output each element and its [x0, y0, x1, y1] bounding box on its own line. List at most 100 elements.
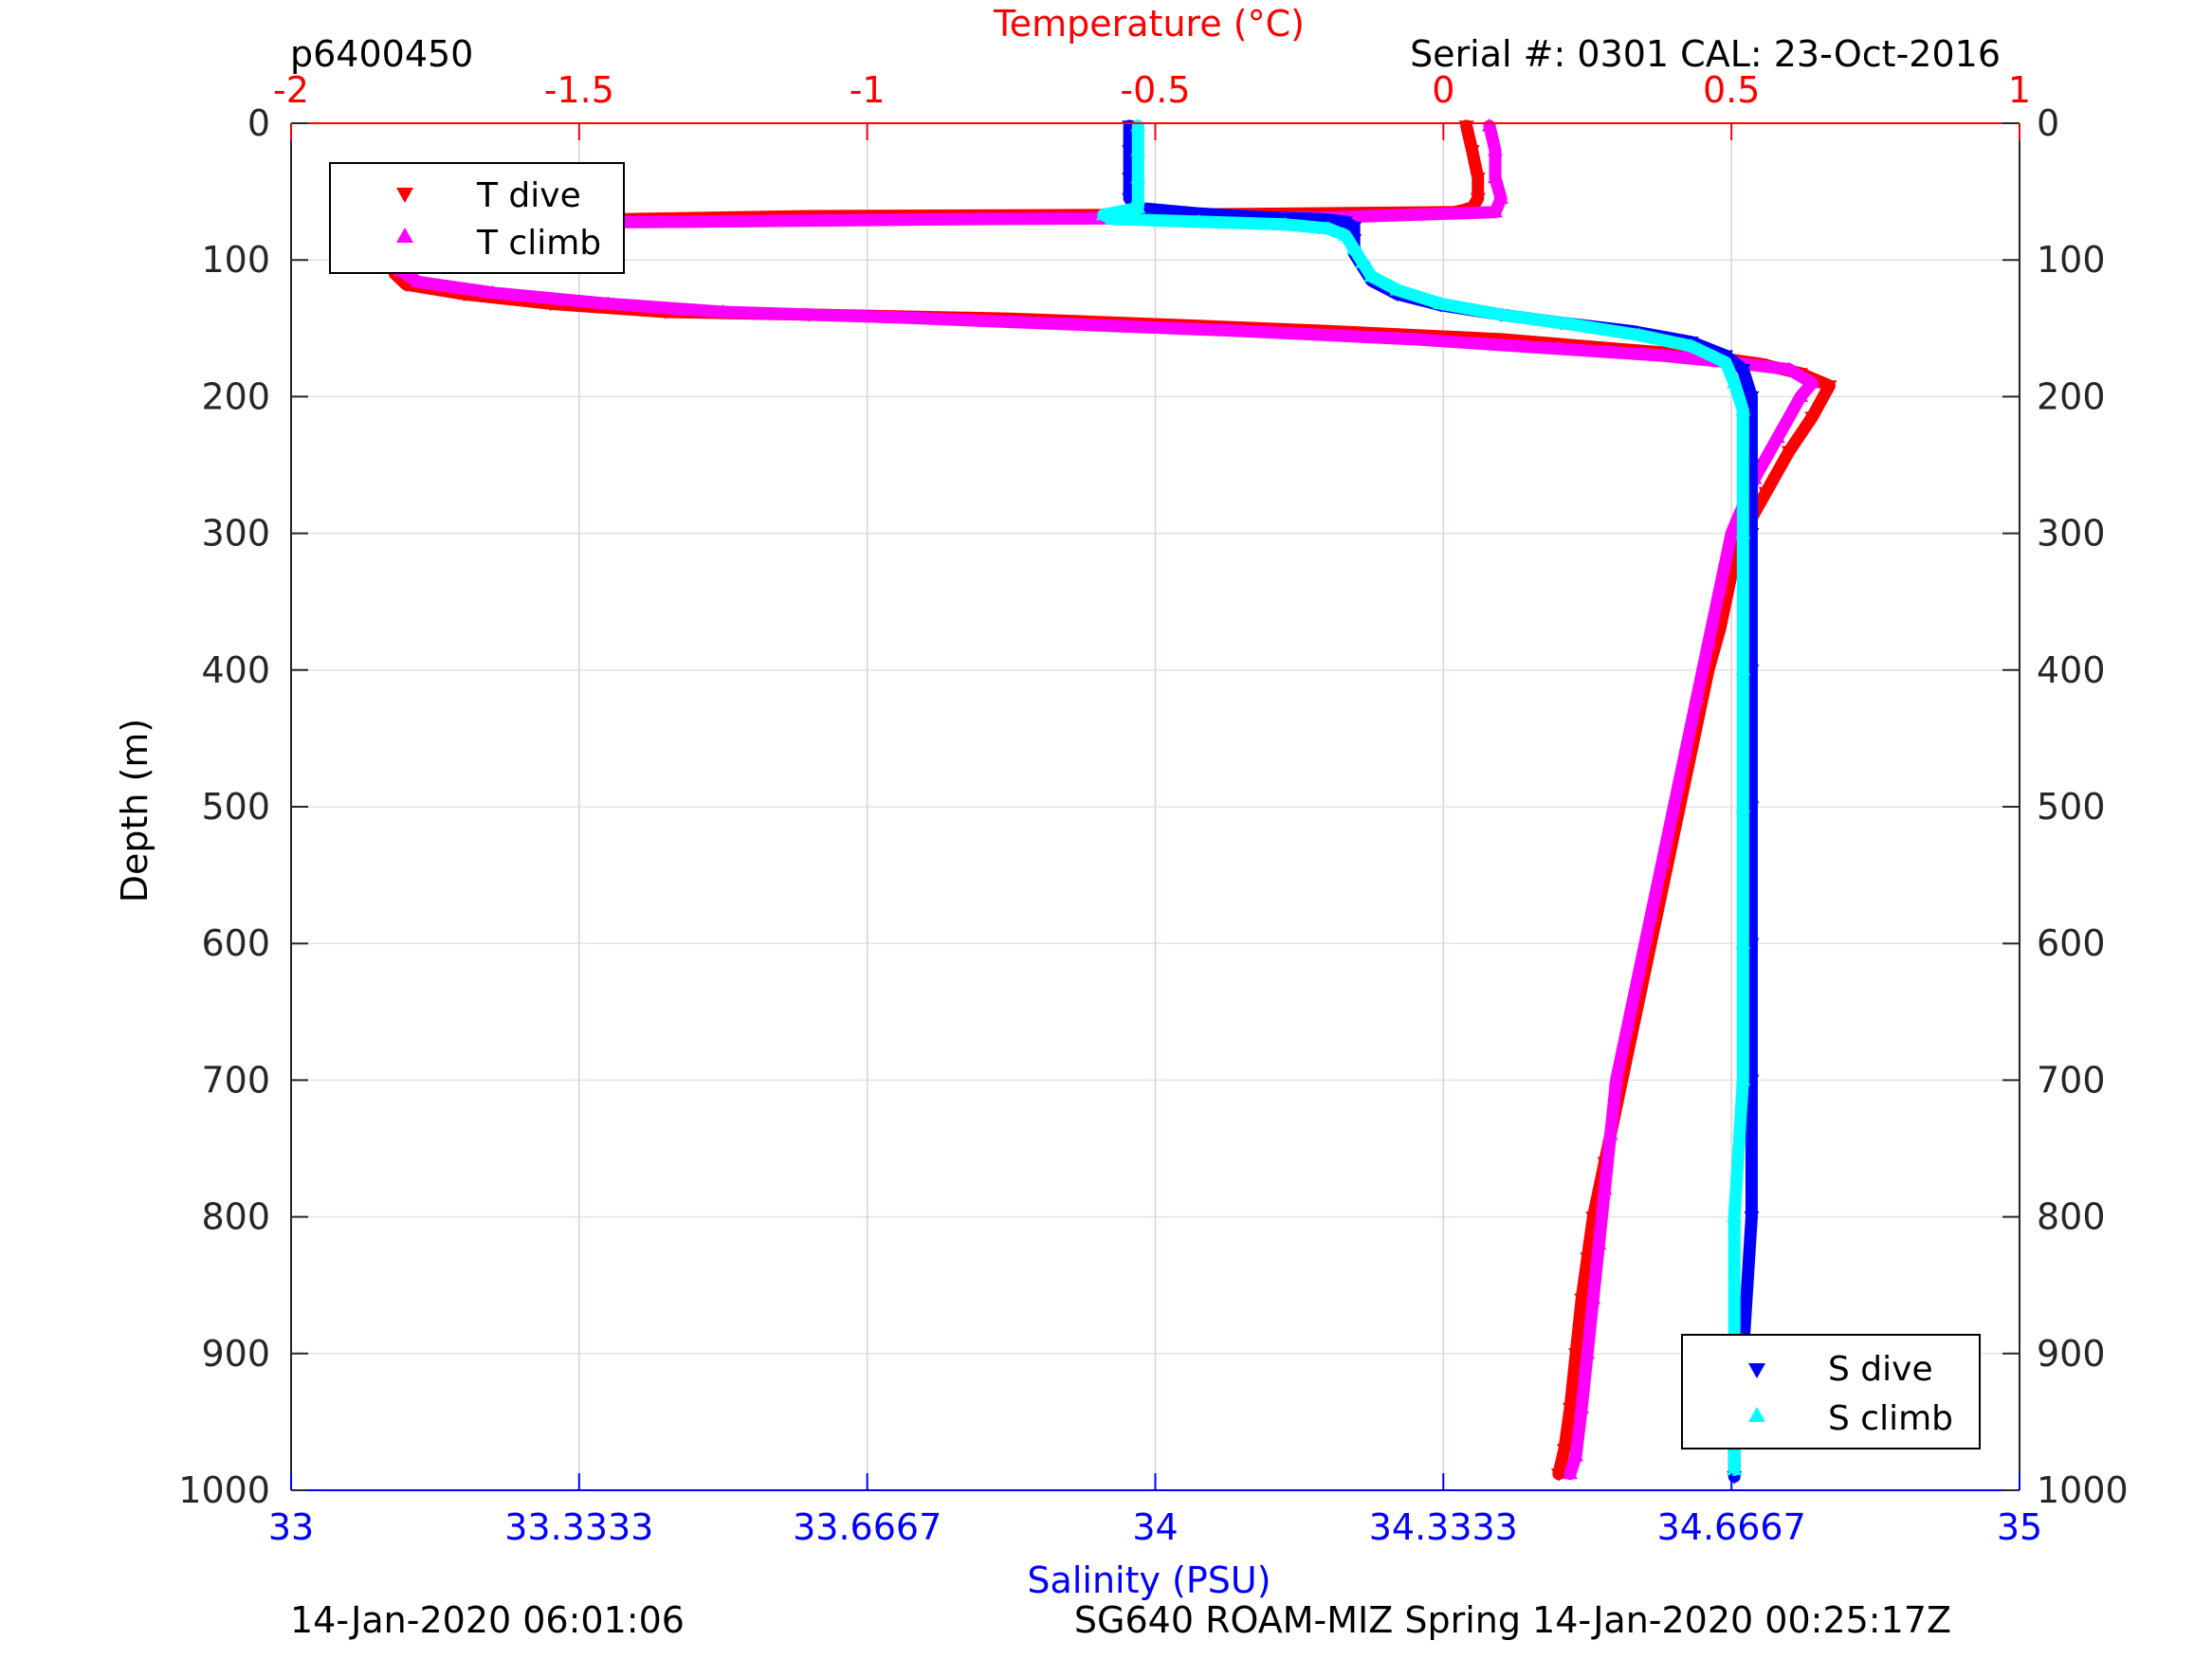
- t-dive-point: [1574, 1293, 1590, 1307]
- s-climb-point: [1563, 316, 1579, 330]
- depth-tick-label-right: 1000: [2037, 1469, 2129, 1511]
- t-climb-point: [1666, 799, 1682, 812]
- t-climb-point: [1631, 963, 1647, 976]
- salinity-tick-label: 34: [1132, 1506, 1178, 1548]
- depth-tick-label-right: 500: [2037, 786, 2106, 828]
- s-dive-point: [1735, 363, 1751, 377]
- depth-axis-title: Depth (m): [114, 719, 155, 903]
- depth-tick-label-right: 300: [2037, 513, 2106, 555]
- depth-tick-label: 300: [201, 513, 270, 555]
- salinity-axis-title: Salinity (PSU): [1027, 1559, 1271, 1601]
- t-climb-point: [1781, 361, 1797, 375]
- s-climb-legend-label: S climb: [1828, 1399, 1953, 1438]
- t-climb-point: [410, 274, 426, 287]
- depth-tick-label: 1000: [178, 1469, 270, 1511]
- salinity-tick-label: 34.6667: [1657, 1506, 1806, 1548]
- t-climb-point: [1568, 1448, 1584, 1462]
- s-climb-point: [1104, 210, 1120, 225]
- t-climb-point: [600, 296, 616, 309]
- s-climb-point: [1346, 241, 1362, 255]
- salinity-tick-label: 35: [1997, 1506, 2042, 1548]
- s-climb-point: [1130, 200, 1146, 214]
- s-climb-point: [1277, 216, 1293, 230]
- s-dive-point: [1744, 391, 1760, 405]
- t-dive-point: [1470, 192, 1486, 207]
- t-dive-point: [1580, 1252, 1596, 1266]
- depth-tick-label: 500: [201, 786, 270, 828]
- s-climb-point: [1389, 282, 1405, 296]
- s-dive-point: [1338, 216, 1354, 229]
- depth-tick-label: 900: [201, 1333, 270, 1375]
- t-climb-point: [1591, 1236, 1607, 1250]
- t-dive-point: [1821, 380, 1837, 393]
- t-dive-legend-marker: [396, 188, 413, 203]
- s-climb-point: [1338, 228, 1354, 241]
- t-climb-point: [715, 303, 731, 318]
- s-dive-point: [1311, 213, 1327, 227]
- t-climb-point: [1574, 1400, 1590, 1414]
- t-dive-point: [1464, 145, 1480, 158]
- s-dive-legend-label: S dive: [1828, 1350, 1933, 1389]
- t-dive-point: [1563, 1402, 1579, 1416]
- t-climb-point: [1608, 1072, 1624, 1085]
- depth-tick-label-right: 700: [2037, 1059, 2106, 1101]
- t-climb-point: [1406, 331, 1422, 345]
- s-climb-point: [1727, 1462, 1743, 1475]
- depth-tick-label-right: 900: [2037, 1333, 2106, 1375]
- temperature-axis-title: Temperature (°C): [993, 3, 1305, 45]
- temperature-tick-label: 1: [2008, 69, 2031, 111]
- depth-tick-label: 200: [201, 375, 270, 417]
- s-climb-series: [1095, 118, 1751, 1476]
- salinity-tick-label: 34.3333: [1369, 1506, 1518, 1548]
- t-dive-point: [1781, 446, 1797, 460]
- t-climb-point: [1677, 744, 1693, 757]
- depth-tick-label-right: 100: [2037, 239, 2106, 281]
- t-climb-point: [1689, 689, 1705, 703]
- t-climb-point: [888, 309, 905, 323]
- s-climb-point: [1130, 191, 1146, 204]
- t-climb-point: [1700, 634, 1716, 648]
- s-climb-legend-marker: [1748, 1407, 1765, 1422]
- depth-tick-label: 100: [201, 239, 270, 281]
- mission-timestamp-right: SG640 ROAM-MIZ Spring 14-Jan-2020 00:25:…: [1074, 1599, 1951, 1641]
- t-climb-point: [1619, 1017, 1636, 1031]
- t-dive-point: [1550, 1468, 1566, 1482]
- t-dive-point: [1804, 411, 1820, 426]
- s-climb-point: [1095, 207, 1111, 221]
- t-climb-point: [484, 284, 501, 299]
- t-climb-point: [975, 210, 991, 225]
- s-dive-point: [1744, 1212, 1760, 1225]
- s-climb-point: [1727, 1209, 1743, 1223]
- t-climb-point: [1550, 340, 1566, 355]
- temperature-tick-label: -0.5: [1120, 69, 1190, 111]
- depth-tick-label-right: 400: [2037, 649, 2106, 691]
- s-climb-point: [1718, 355, 1734, 368]
- t-climb-point: [1488, 170, 1504, 184]
- depth-tick-label-right: 200: [2037, 375, 2106, 417]
- s-climb-point: [1735, 525, 1751, 539]
- t-dive-point: [1556, 1444, 1572, 1457]
- t-dive-point: [1568, 1348, 1584, 1361]
- s-climb-point: [1727, 374, 1743, 389]
- temperature-legend: T dive T climb: [329, 162, 625, 274]
- s-climb-point: [1355, 255, 1371, 268]
- t-climb-point: [1643, 908, 1659, 921]
- s-climb-point: [1735, 799, 1751, 812]
- temperature-legend-box: [329, 162, 625, 274]
- t-climb-point: [1061, 316, 1077, 330]
- depth-tick-label-right: 800: [2037, 1196, 2106, 1238]
- depth-tick-label: 400: [201, 649, 270, 691]
- t-dive-legend-label: T dive: [476, 176, 581, 215]
- t-climb-point: [1563, 1466, 1579, 1480]
- t-climb-point: [1234, 323, 1250, 337]
- t-climb-point: [1724, 525, 1740, 539]
- timestamp-left: 14-Jan-2020 06:01:06: [290, 1599, 685, 1641]
- s-climb-point: [1433, 296, 1449, 309]
- s-dive-point: [1346, 221, 1362, 235]
- salinity-legend-box: [1681, 1334, 1981, 1449]
- t-climb-point: [1585, 1291, 1601, 1304]
- s-climb-point: [1130, 170, 1146, 184]
- t-climb-point: [1493, 191, 1509, 204]
- s-climb-point: [1191, 213, 1207, 228]
